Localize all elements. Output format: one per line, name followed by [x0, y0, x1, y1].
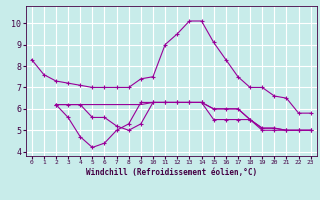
X-axis label: Windchill (Refroidissement éolien,°C): Windchill (Refroidissement éolien,°C) — [86, 168, 257, 177]
